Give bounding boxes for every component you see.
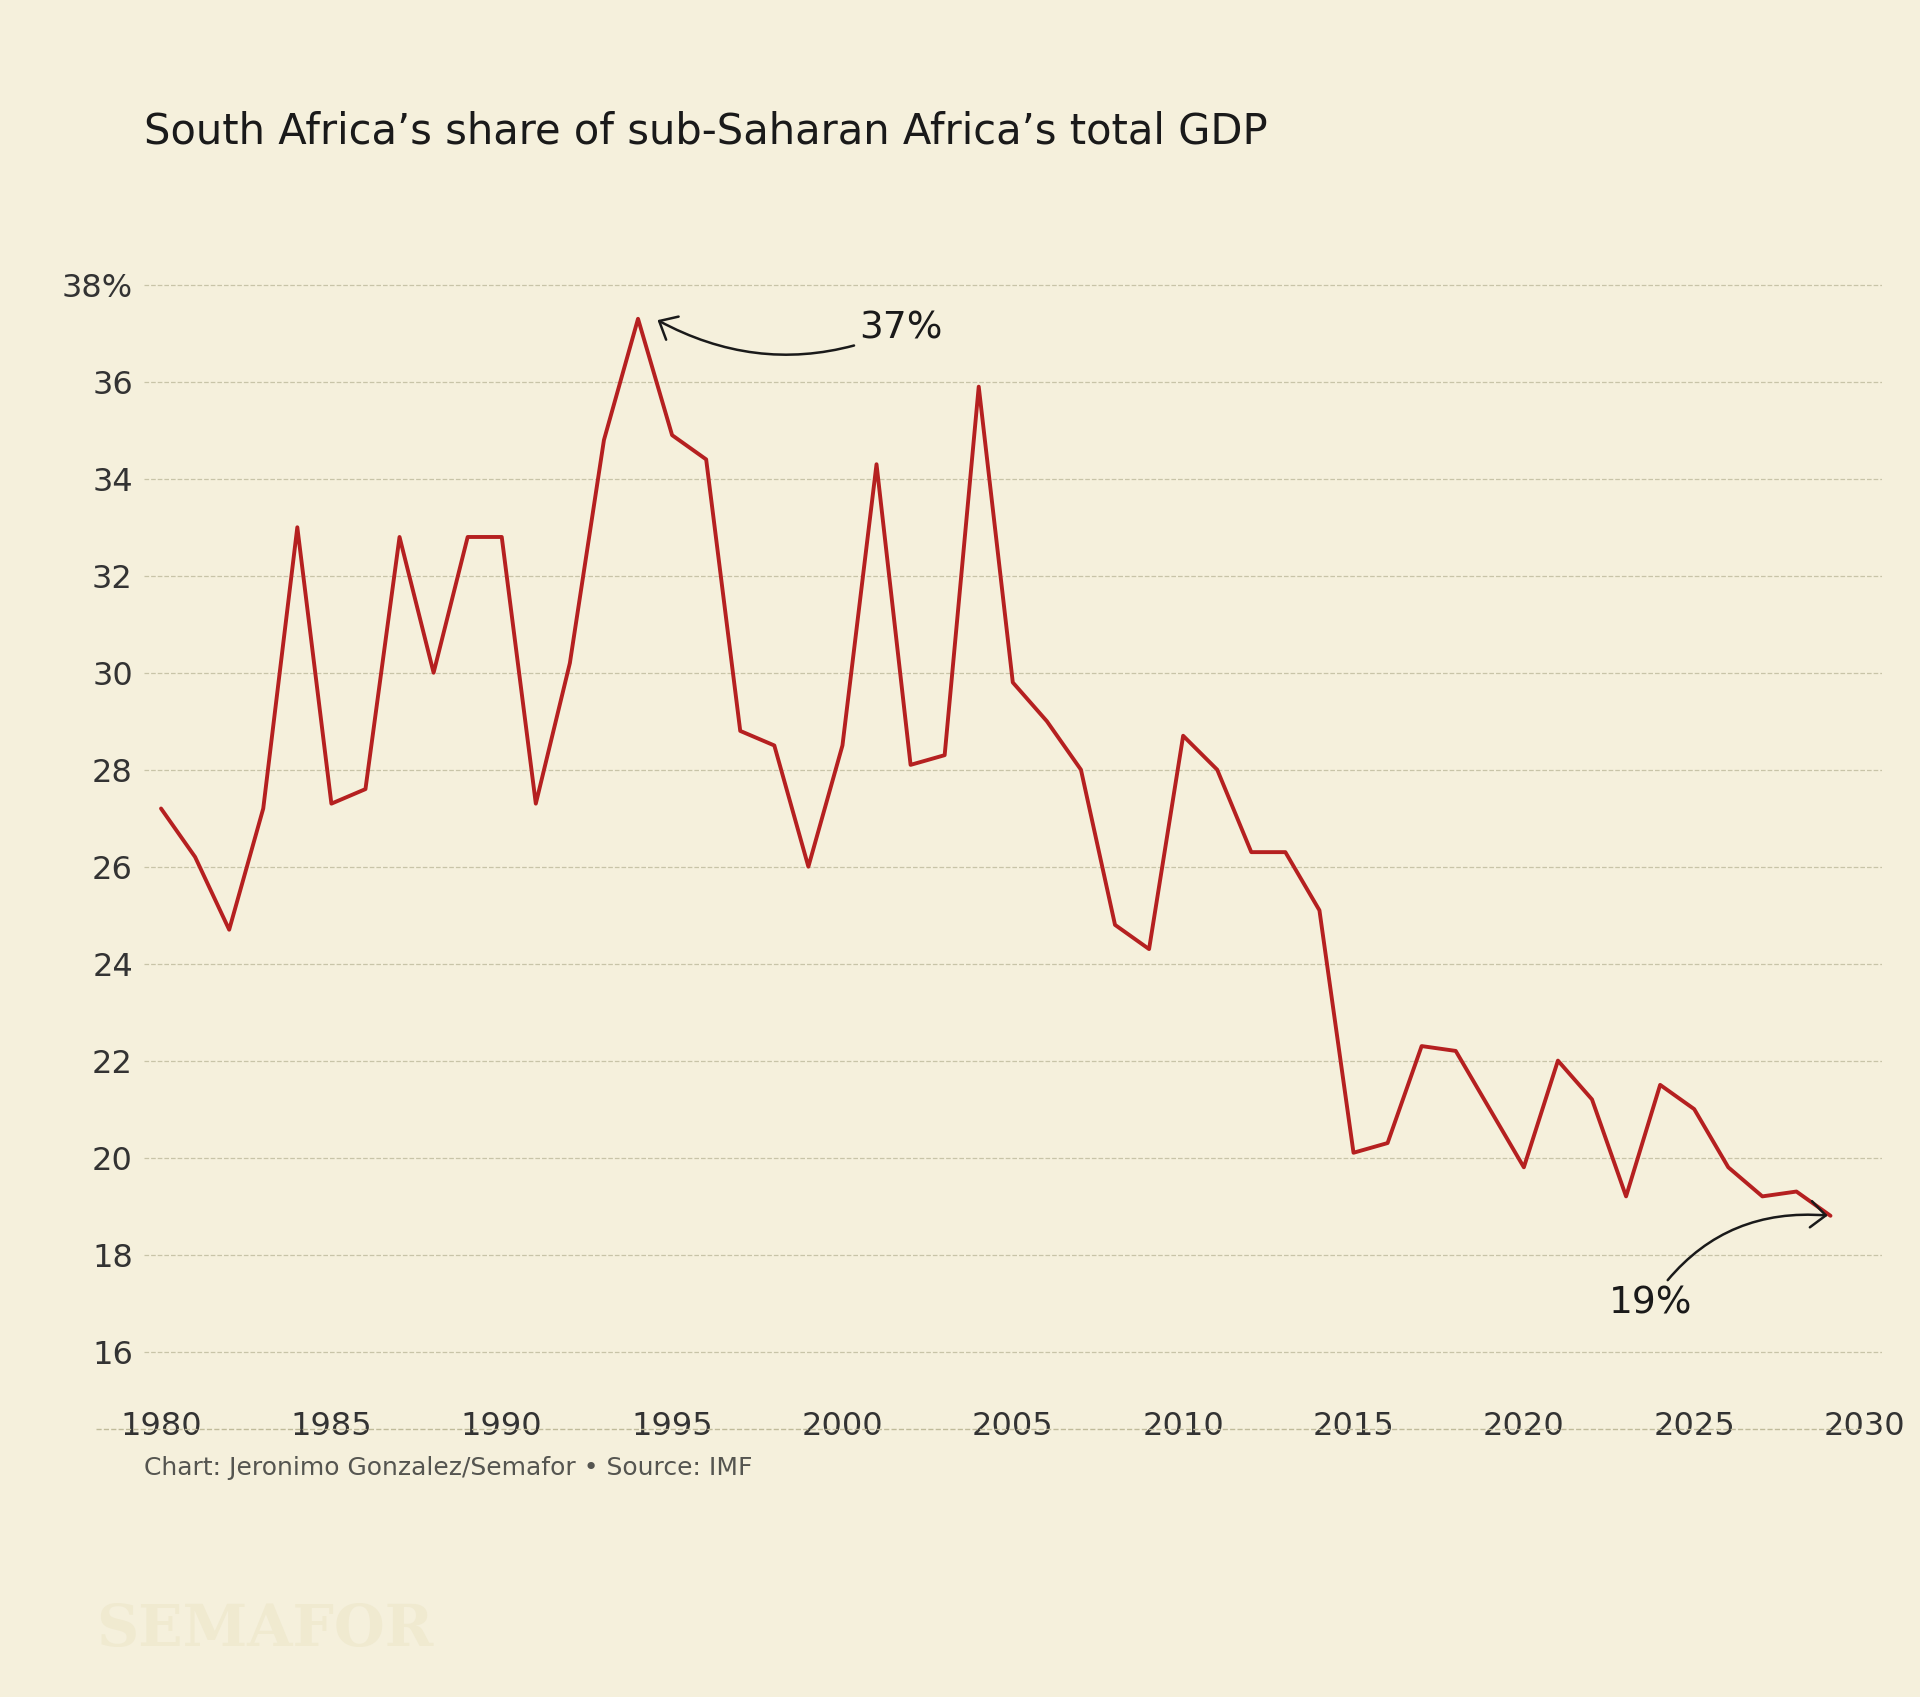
Text: 19%: 19% [1609, 1201, 1826, 1320]
Text: Chart: Jeronimo Gonzalez/Semafor • Source: IMF: Chart: Jeronimo Gonzalez/Semafor • Sourc… [144, 1456, 753, 1480]
Text: SEMAFOR: SEMAFOR [96, 1602, 434, 1658]
Text: 37%: 37% [659, 311, 943, 355]
Text: South Africa’s share of sub-Saharan Africa’s total GDP: South Africa’s share of sub-Saharan Afri… [144, 110, 1267, 153]
